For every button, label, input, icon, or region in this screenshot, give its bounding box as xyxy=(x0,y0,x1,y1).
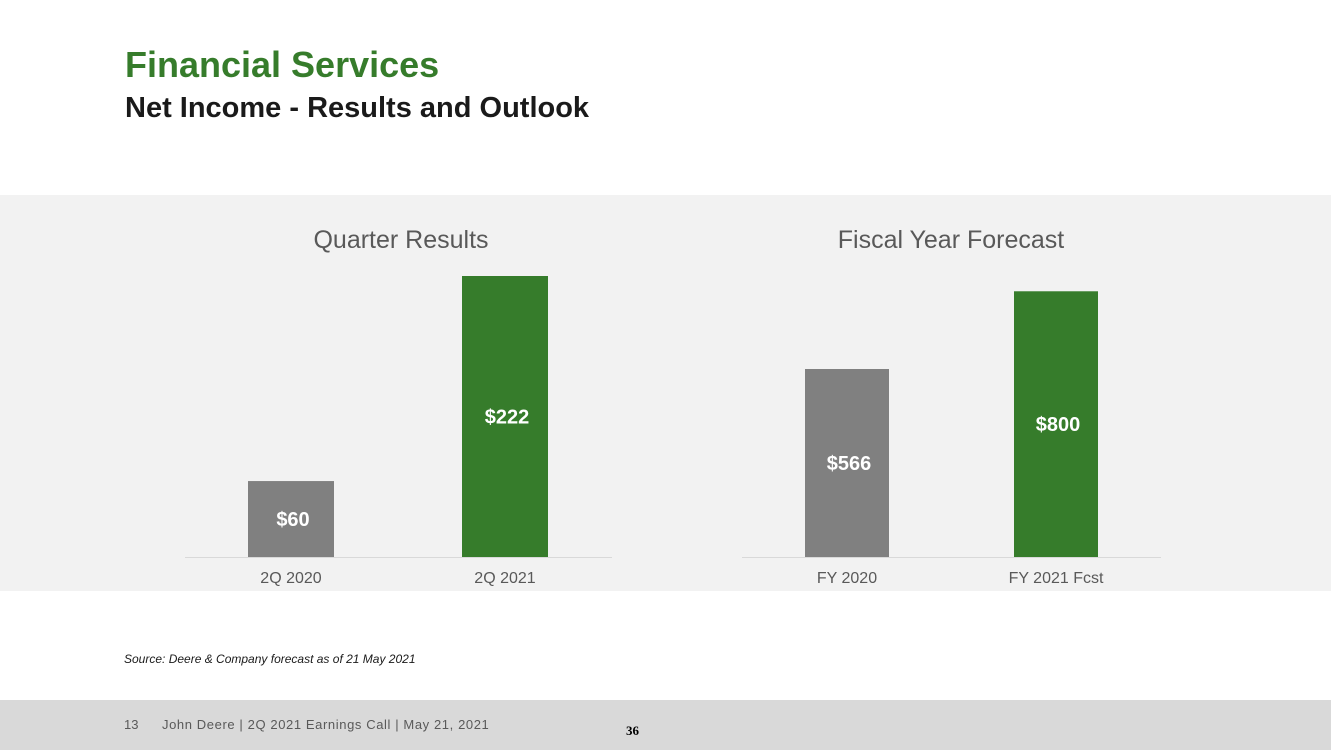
chart-1-data-label: $222 xyxy=(485,407,530,429)
source-note: Source: Deere & Company forecast as of 2… xyxy=(124,652,416,666)
chart-1-bar xyxy=(462,276,548,557)
chart-2-data-label: $800 xyxy=(1036,414,1081,436)
chart-1-tick-label: 2Q 2021 xyxy=(474,570,535,587)
page-title: Financial Services xyxy=(125,44,440,85)
chart-1-data-label: $60 xyxy=(276,509,309,531)
charts-svg: Quarter Results $60 2Q 2020 $222 2Q 2021 Fisc… xyxy=(185,226,1161,587)
footer-text: John Deere | 2Q 2021 Earnings Call | May… xyxy=(162,717,490,732)
footer-page-number: 13 xyxy=(124,717,139,732)
footer-bar: 13 John Deere | 2Q 2021 Earnings Call | … xyxy=(0,700,1331,750)
chart-1-title: Quarter Results xyxy=(313,226,488,254)
chart-2-tick-label: FY 2020 xyxy=(817,570,877,587)
chart-panel: Quarter Results $60 2Q 2020 $222 2Q 2021 Fisc… xyxy=(0,195,1331,591)
chart-2-bar xyxy=(1014,291,1098,557)
page-subtitle: Net Income - Results and Outlook xyxy=(125,92,590,124)
chart-1-tick-label: 2Q 2020 xyxy=(260,570,321,587)
chart-2-tick-label: FY 2021 Fcst xyxy=(1009,570,1104,587)
chart-2-data-label: $566 xyxy=(827,453,872,475)
chart-1-bar xyxy=(248,481,334,557)
footer-slide-number: 36 xyxy=(626,723,639,738)
chart-2-title: Fiscal Year Forecast xyxy=(838,226,1065,254)
chart-2-bar xyxy=(805,369,889,557)
